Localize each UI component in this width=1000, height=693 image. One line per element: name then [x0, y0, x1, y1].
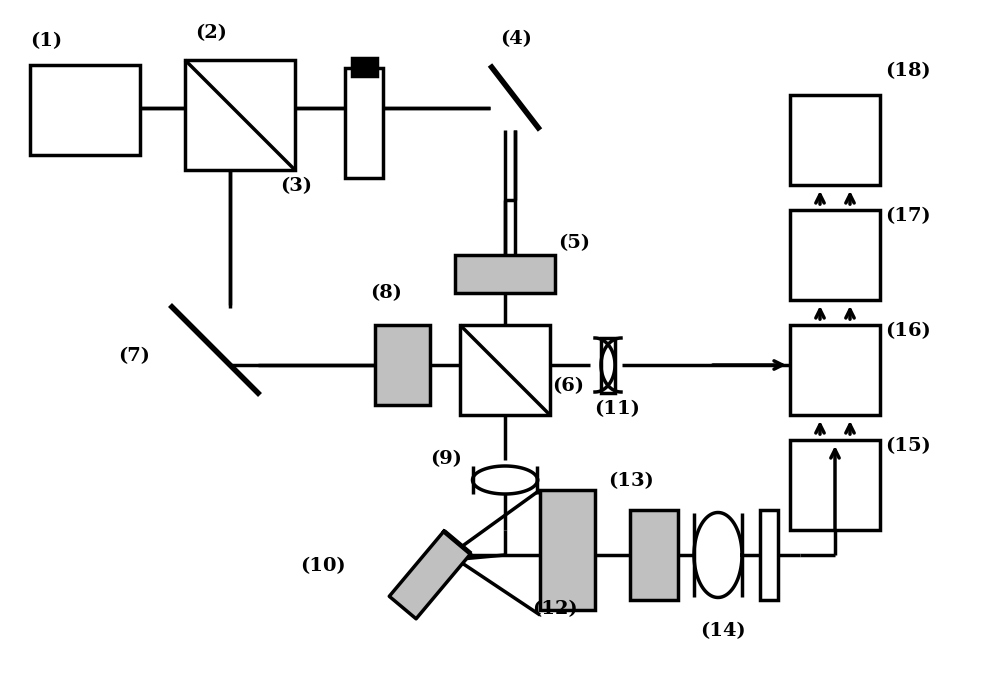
Bar: [460, 325, 550, 415]
Text: (18): (18): [885, 62, 931, 80]
Bar: [30, 65, 140, 155]
Text: (11): (11): [594, 400, 640, 418]
Text: (6): (6): [552, 377, 584, 395]
Polygon shape: [473, 466, 538, 494]
Bar: [352, 58, 377, 76]
Text: (9): (9): [430, 450, 462, 468]
Text: (2): (2): [195, 24, 227, 42]
Bar: [760, 510, 778, 600]
Polygon shape: [694, 513, 742, 597]
Bar: [455, 255, 555, 293]
Bar: [601, 338, 615, 393]
Bar: [790, 325, 880, 415]
Bar: [790, 210, 880, 300]
Text: (8): (8): [370, 284, 402, 302]
Text: (7): (7): [118, 347, 150, 365]
Text: (10): (10): [300, 557, 346, 575]
Text: (3): (3): [280, 177, 312, 195]
Text: (5): (5): [558, 234, 590, 252]
Text: (13): (13): [608, 472, 654, 490]
Bar: [185, 60, 295, 170]
Text: (16): (16): [885, 322, 931, 340]
Text: (14): (14): [700, 622, 746, 640]
Bar: [790, 440, 880, 530]
Text: (15): (15): [885, 437, 931, 455]
Polygon shape: [389, 532, 471, 619]
Bar: [540, 490, 595, 610]
Text: (4): (4): [500, 30, 532, 48]
Bar: [790, 95, 880, 185]
Text: (1): (1): [30, 32, 62, 50]
Text: (17): (17): [885, 207, 931, 225]
Text: (12): (12): [532, 600, 578, 618]
Bar: [345, 68, 383, 178]
Bar: [630, 510, 678, 600]
Bar: [375, 325, 430, 405]
